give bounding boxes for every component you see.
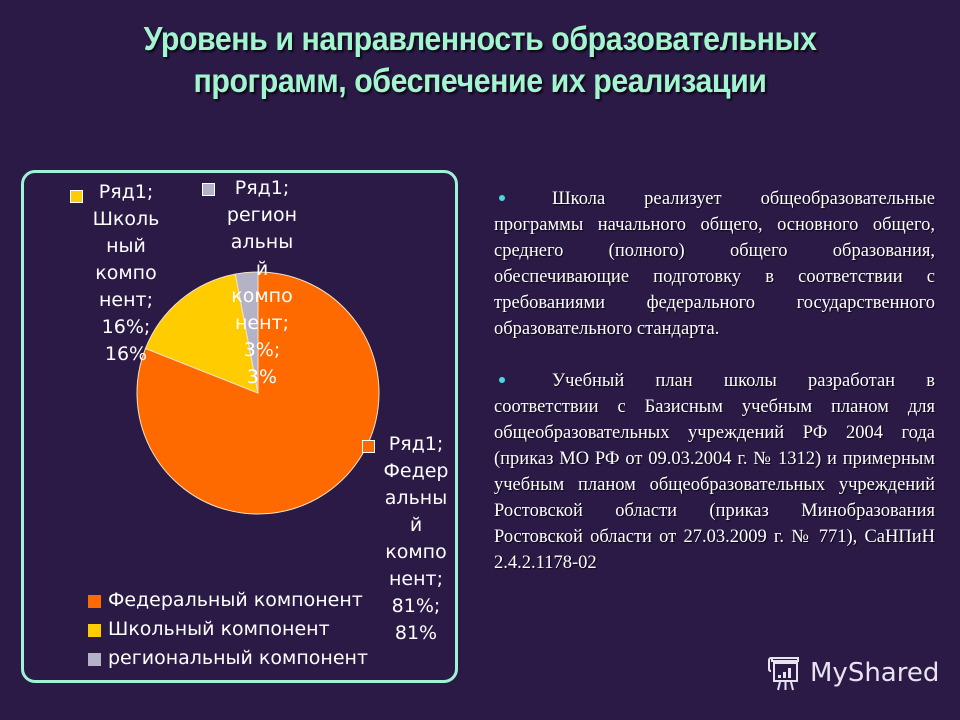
bullet-text: Учебный план школы разработан в соответс… bbox=[494, 371, 935, 573]
data-label-line: й bbox=[409, 514, 423, 536]
slide-title: Уровень и направленность образовательных… bbox=[38, 18, 921, 102]
data-label-line: альны bbox=[384, 487, 448, 509]
data-label-line: Ряд1; bbox=[98, 181, 154, 203]
data-label-line: й bbox=[255, 258, 269, 280]
data-label-line: компо bbox=[385, 541, 447, 563]
data-label-line: 81% bbox=[394, 622, 438, 644]
data-label-line: ный bbox=[106, 235, 146, 257]
data-label-line: 81%; bbox=[391, 595, 441, 617]
data-label-line: компо bbox=[231, 285, 293, 307]
legend-item-federal: Федеральный компонент bbox=[88, 586, 368, 615]
pie-slice-school bbox=[144, 273, 259, 394]
pie-chart bbox=[136, 271, 380, 515]
bullet-text: Школа реализует общеобразовательные прог… bbox=[494, 189, 935, 339]
title-line-1: Уровень и направленность образовательных bbox=[143, 20, 817, 57]
data-label-federal: Ряд1; Федер альны й компо нент; 81%; 81% bbox=[378, 431, 454, 647]
data-label-line: 3%; bbox=[243, 339, 281, 361]
data-label-line: 16% bbox=[104, 343, 148, 365]
bullet-paragraph-2: Учебный план школы разработан в соответс… bbox=[494, 368, 935, 576]
data-label-line: нент; bbox=[388, 568, 443, 590]
pie-slice-regional bbox=[234, 271, 259, 394]
data-label-line: альны bbox=[230, 231, 294, 253]
label-swatch-school bbox=[70, 190, 83, 203]
label-swatch-regional bbox=[202, 183, 215, 196]
data-label-regional: Ряд1; регион альны й компо нент; 3%; 3% bbox=[217, 175, 307, 391]
bullet-dot-icon bbox=[499, 195, 505, 201]
bullet-dot-icon bbox=[499, 377, 505, 383]
chart-legend: Федеральный компонент Школьный компонент… bbox=[88, 586, 368, 673]
legend-label: региональный компонент bbox=[108, 647, 369, 669]
description-text: Школа реализует общеобразовательные прог… bbox=[494, 186, 935, 602]
data-label-line: Федер bbox=[383, 460, 449, 482]
data-label-line: Ряд1; bbox=[388, 433, 444, 455]
presentation-easel-icon bbox=[768, 657, 799, 691]
data-label-line: нент; bbox=[98, 289, 153, 311]
data-label-line: 16%; bbox=[101, 316, 151, 338]
label-swatch-federal bbox=[362, 440, 375, 453]
legend-label: Школьный компонент bbox=[108, 618, 330, 640]
data-label-school: Ряд1; Школь ный компо нент; 16%; 16% bbox=[86, 179, 166, 368]
legend-item-school: Школьный компонент bbox=[88, 615, 368, 644]
watermark-label: MyShared bbox=[810, 658, 940, 688]
data-label-line: нент; bbox=[234, 312, 289, 334]
legend-label: Федеральный компонент bbox=[108, 589, 363, 611]
data-label-line: 3% bbox=[246, 366, 278, 388]
watermark: MyShared bbox=[768, 655, 939, 691]
data-label-line: регион bbox=[226, 204, 298, 226]
legend-item-regional: региональный компонент bbox=[88, 644, 368, 673]
legend-swatch-federal bbox=[88, 595, 101, 608]
legend-swatch-school bbox=[88, 624, 101, 637]
legend-swatch-regional bbox=[88, 653, 101, 666]
data-label-line: Ряд1; bbox=[234, 177, 290, 199]
title-line-2: программ, обеспечение их реализации bbox=[193, 62, 767, 99]
data-label-line: Школь bbox=[92, 208, 160, 230]
bullet-paragraph-1: Школа реализует общеобразовательные прог… bbox=[494, 186, 935, 342]
data-label-line: компо bbox=[95, 262, 157, 284]
